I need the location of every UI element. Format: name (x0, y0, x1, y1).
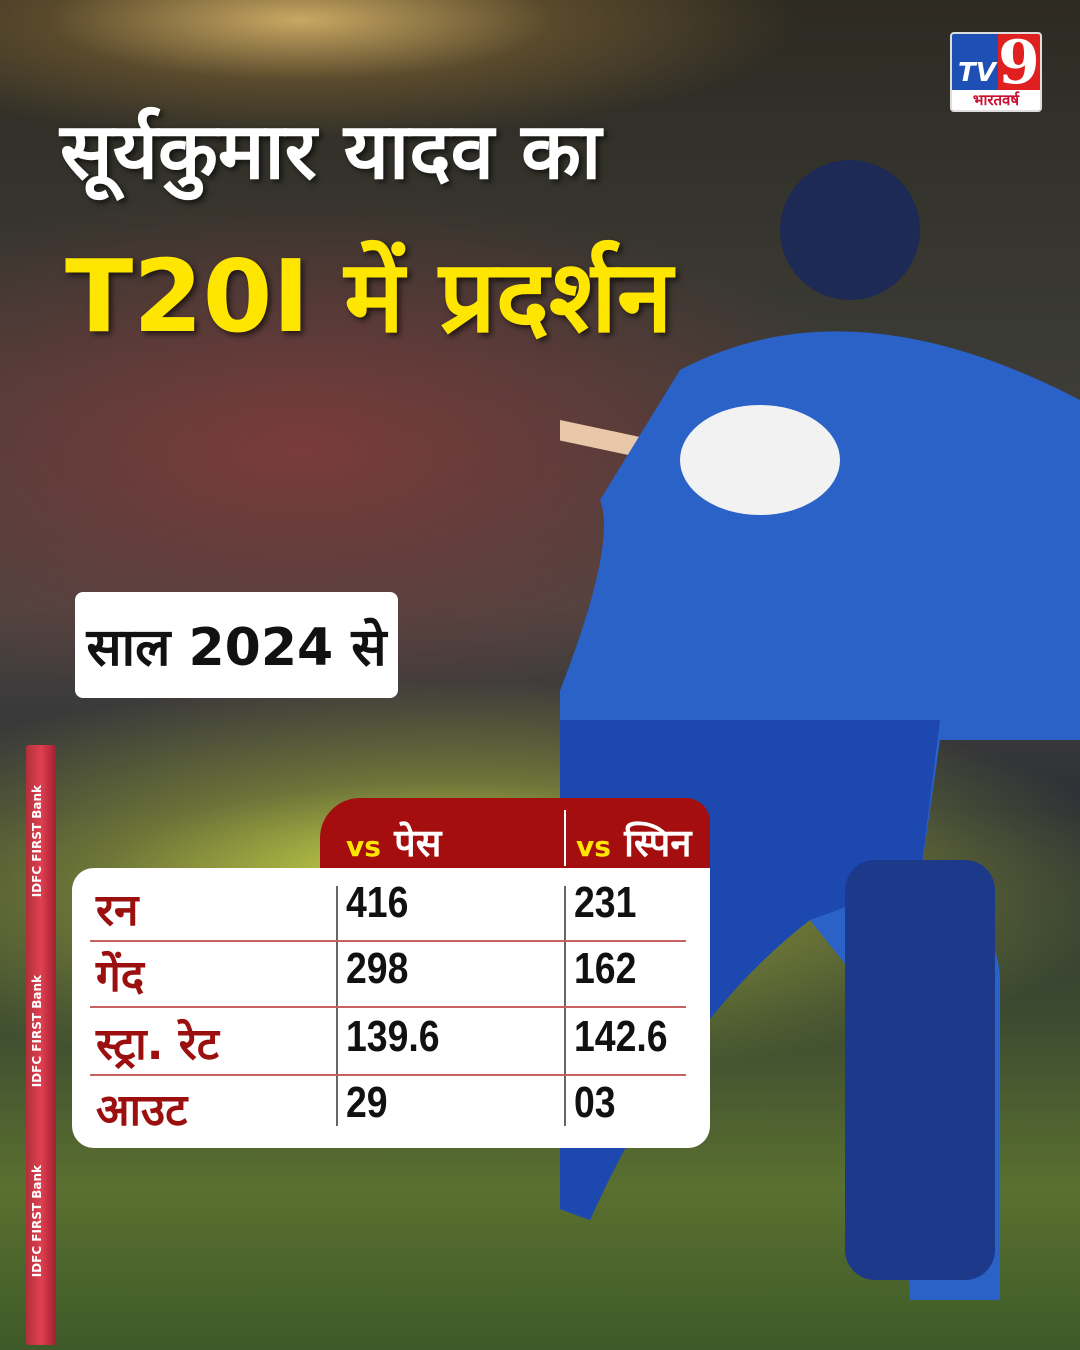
spin-value: 142.6 (574, 1012, 668, 1061)
pace-value: 298 (346, 944, 409, 993)
row-label: आउट (96, 1085, 188, 1136)
spin-value: 03 (574, 1078, 616, 1127)
stump-ad-text: IDFC FIRST Bank (30, 785, 44, 898)
row-label: रन (96, 885, 139, 936)
table-row: स्ट्रा. रेट 139.6 142.6 (90, 1008, 686, 1076)
row-label: गेंद (96, 951, 145, 1002)
period-text: साल 2024 से (86, 617, 387, 678)
helmet (780, 160, 920, 300)
title-line2: T20I में प्रदर्शन (65, 238, 673, 355)
title-line1: सूर्यकुमार यादव का (60, 107, 602, 197)
table-header: vs पेस vs स्पिन (320, 798, 710, 870)
row-label: स्ट्रा. रेट (96, 1019, 219, 1070)
period-label: साल 2024 से (75, 592, 398, 698)
pace-value: 416 (346, 878, 409, 927)
spin-value: 162 (574, 944, 637, 993)
tv9-logo: TV 9 भारतवर्ष (950, 32, 1042, 112)
stump-ad-text: IDFC FIRST Bank (30, 1165, 44, 1278)
column-header-spin: vs स्पिन (576, 821, 692, 865)
logo-subtitle: भारतवर्ष (972, 91, 1020, 109)
stump: IDFC FIRST Bank IDFC FIRST Bank IDFC FIR… (26, 745, 56, 1345)
table-row: आउट 29 03 (90, 1074, 686, 1142)
table-row: गेंद 298 162 (90, 940, 686, 1008)
pace-value: 139.6 (346, 1012, 440, 1061)
column-header-pace: vs पेस (346, 821, 442, 865)
leg-pad (845, 860, 995, 1280)
gloves (680, 405, 840, 515)
spin-value: 231 (574, 878, 637, 927)
table-row: रन 416 231 (90, 874, 686, 942)
pace-value: 29 (346, 1078, 388, 1127)
stats-table: रन 416 231 गेंद 298 162 स्ट्रा. रेट 139.… (72, 868, 710, 1148)
stump-ad-text: IDFC FIRST Bank (30, 975, 44, 1088)
